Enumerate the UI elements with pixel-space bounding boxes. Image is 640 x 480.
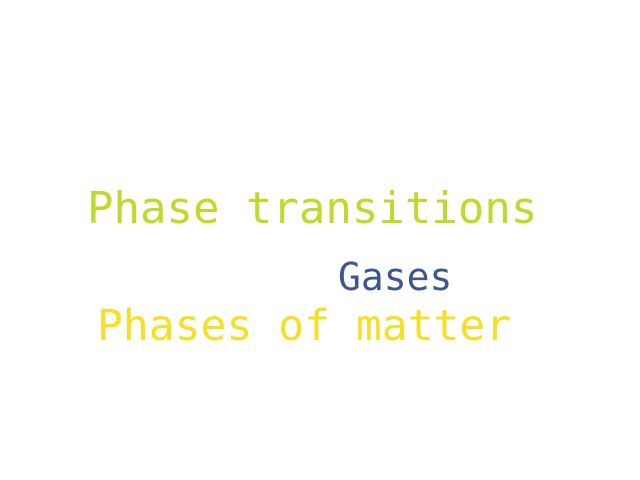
word-phases-of-matter: Phases of matter	[97, 301, 512, 351]
word-phase-transitions: Phase transitions	[87, 183, 538, 234]
word-gases: Gases	[338, 255, 453, 299]
